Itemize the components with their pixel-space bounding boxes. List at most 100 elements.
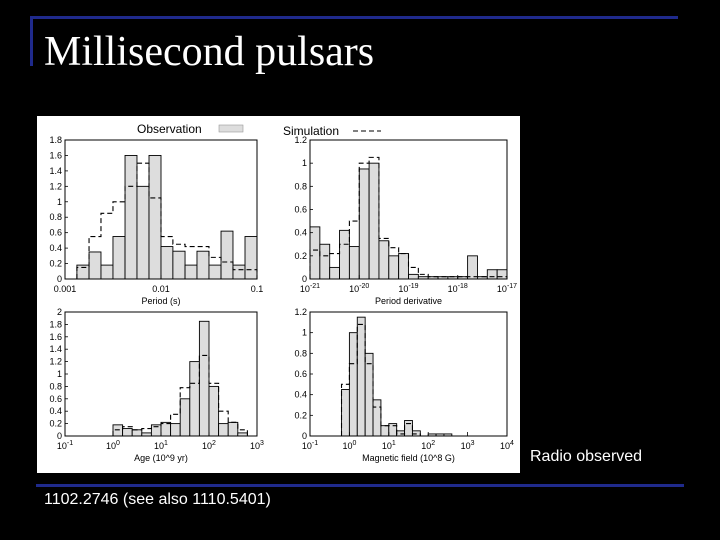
- chart3-y-tick-label: 1.2: [49, 357, 62, 367]
- chart2-observed-bar: [358, 168, 370, 280]
- chart3-x-tick-label: 102: [202, 440, 216, 451]
- chart4-y-tick-label: 0.8: [294, 348, 307, 358]
- chart1-y-tick-label: 1: [57, 197, 62, 207]
- chart3-x-tick-label: 100: [106, 440, 120, 451]
- chart4-observed-bar: [356, 316, 366, 437]
- chart2-observed-bar: [388, 255, 400, 280]
- legend-observation-label: Observation: [137, 122, 202, 136]
- chart2-y-tick-label: 0.6: [294, 205, 307, 215]
- chart1-x-tick-label: 0.001: [54, 284, 77, 294]
- chart4-y-tick-label: 0: [302, 431, 307, 441]
- chart1-observed-bar: [148, 154, 162, 280]
- radio-observed-caption: Radio observed: [530, 448, 643, 465]
- chart4-observed-bar: [380, 425, 390, 437]
- chart4-y-tick-label: 0.2: [294, 410, 307, 420]
- chart1-observed-bar: [244, 236, 258, 280]
- chart3-observed-bar: [131, 429, 143, 437]
- chart1-observed-bar: [112, 236, 126, 280]
- chart4-y-tick-label: 1: [302, 328, 307, 338]
- chart2-x-tick-label: 10-20: [349, 283, 369, 294]
- chart4-y-tick-label: 0.4: [294, 390, 307, 400]
- chart1-y-tick-label: 0.2: [49, 259, 62, 269]
- chart3-y-tick-label: 0.8: [49, 381, 62, 391]
- chart1-y-tick-label: 1.6: [49, 150, 62, 160]
- chart3-y-tick-label: 1.4: [49, 344, 62, 354]
- chart4-x-axis-label: Magnetic field (10^8 G): [362, 453, 455, 463]
- title-rule-left: [30, 16, 33, 66]
- chart2-observed-bar: [467, 255, 478, 280]
- chart2-y-tick-label: 0: [302, 274, 307, 284]
- title-rule-top: [30, 16, 678, 19]
- chart2-observed-bar: [309, 226, 321, 280]
- chart1-observed-bar: [160, 246, 174, 280]
- chart3-observed-bar: [208, 385, 220, 437]
- chart2-observed-bar: [496, 269, 508, 280]
- chart4-x-tick-label: 104: [500, 440, 514, 451]
- histogram-panel: Observation Simulation 0 0.2 0.4 0.6 0.8 1 1.2…: [37, 116, 520, 473]
- chart2-x-tick-label: 10-19: [398, 283, 418, 294]
- chart4-observed-bar: [404, 420, 413, 437]
- chart4-y-tick-label: 0.6: [294, 369, 307, 379]
- chart3-observed-bar: [227, 421, 239, 437]
- chart1-y-tick-label: 1.2: [49, 181, 62, 191]
- chart3-observed-bar: [179, 398, 191, 437]
- chart3-x-tick-label: 101: [154, 440, 168, 451]
- chart1-observed-bar: [172, 250, 186, 280]
- chart2-simulation-line: [309, 156, 508, 279]
- chart1-y-tick-label: 0.4: [49, 243, 62, 253]
- chart1-x-tick-label: 0.01: [152, 284, 170, 294]
- chart3-x-tick-label: 10-1: [57, 440, 73, 451]
- chart3-y-tick-label: 2: [57, 307, 62, 317]
- chart2-observed-bar: [486, 269, 498, 280]
- chart4-x-tick-label: 103: [461, 440, 475, 451]
- histogram-figure: Observation Simulation 0 0.2 0.4 0.6 0.8 1 1.2…: [49, 122, 517, 463]
- chart3-x-axis-label: Age (10^9 yr): [134, 453, 188, 463]
- chart4-observed-bar: [348, 332, 358, 437]
- chart2-observed-bar: [348, 246, 360, 280]
- chart3-y-tick-label: 0.6: [49, 394, 62, 404]
- chart3-observed-bar: [112, 424, 124, 437]
- chart4-x-tick-label: 100: [342, 440, 356, 451]
- chart4-observed-bar: [364, 352, 374, 437]
- chart1-x-tick-label: 0.1: [251, 284, 264, 294]
- chart1-x-axis-label: Period (s): [141, 296, 180, 306]
- chart1-y-tick-label: 1.8: [49, 135, 62, 145]
- chart1-observed-bar: [88, 251, 102, 280]
- chart2-observed-bar: [378, 240, 390, 280]
- chart4-observed-bar: [341, 389, 350, 437]
- chart3-observed-bar: [122, 428, 133, 437]
- chart1-observed-bar: [220, 230, 234, 280]
- legend: Observation Simulation: [137, 122, 381, 138]
- chart2-x-tick-label: 10-21: [300, 283, 320, 294]
- chart2-x-axis-label: Period derivative: [375, 296, 442, 306]
- chart2-y-tick-label: 0.4: [294, 228, 307, 238]
- legend-simulation-label: Simulation: [283, 124, 339, 138]
- chart2-observed-bar: [319, 243, 331, 280]
- chart3-y-tick-label: 0.4: [49, 406, 62, 416]
- chart3-y-tick-label: 1.8: [49, 319, 62, 329]
- chart2-y-tick-label: 0.2: [294, 251, 307, 261]
- chart1-observed-bar: [208, 264, 222, 280]
- chart2-observed-bar: [398, 253, 409, 280]
- chart1-observed-bar: [124, 154, 138, 280]
- chart2-observed-bar: [329, 266, 341, 280]
- chart3-simulation-line: [65, 354, 257, 437]
- chart3-observed-bar: [170, 423, 181, 437]
- slide-title: Millisecond pulsars: [44, 29, 375, 75]
- chart2-observed-bar: [408, 273, 419, 280]
- chart1-y-tick-label: 0.8: [49, 212, 62, 222]
- chart3-y-tick-label: 1: [57, 369, 62, 379]
- chart4-x-tick-label: 101: [382, 440, 396, 451]
- chart1-y-tick-label: 0: [57, 274, 62, 284]
- chart3-observed-bar: [189, 361, 200, 437]
- chart1-observed-bar: [100, 264, 114, 280]
- footer-rule: [36, 484, 684, 487]
- chart2-y-tick-label: 1.2: [294, 135, 307, 145]
- chart2-x-tick-label: 10-18: [448, 283, 468, 294]
- chart2-x-tick-label: 10-17: [497, 283, 517, 294]
- chart3-x-tick-label: 103: [250, 440, 264, 451]
- chart4-frame: [309, 311, 508, 437]
- chart1-observed-bar: [184, 264, 198, 280]
- chart4-x-tick-label: 102: [421, 440, 435, 451]
- chart1-observed-bar: [196, 250, 210, 280]
